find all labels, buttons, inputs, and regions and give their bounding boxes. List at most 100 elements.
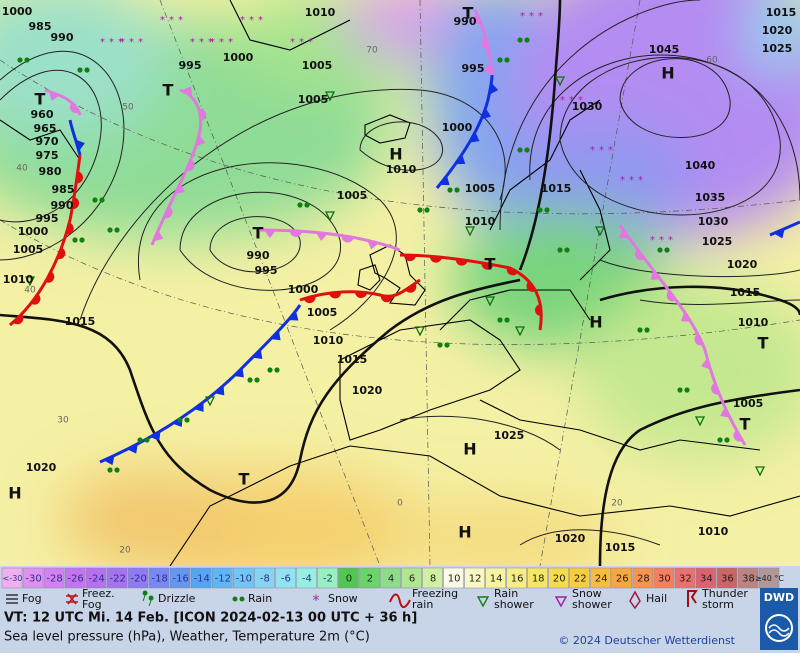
symbol-label: Fog xyxy=(22,592,42,605)
front-symbol xyxy=(153,230,164,242)
warm-bump xyxy=(199,108,207,121)
isobar-label: 1010 xyxy=(3,273,34,286)
front-symbol xyxy=(471,13,482,25)
rain-dot xyxy=(517,37,523,43)
front-symbol xyxy=(469,131,480,143)
rain-dot xyxy=(454,187,460,193)
cold-tooth xyxy=(153,230,164,242)
front-symbol xyxy=(429,256,442,263)
pressure-center: T xyxy=(253,224,264,243)
isobar-label: 1030 xyxy=(572,100,603,113)
scale-cell xyxy=(169,567,191,589)
snow-symbol: * xyxy=(249,15,254,26)
scale-label: ≥40 °C xyxy=(755,574,784,583)
isotherm-label: 20 xyxy=(611,499,623,509)
scale-cell xyxy=(43,567,65,589)
front-symbol xyxy=(315,232,328,241)
isobar-label: 990 xyxy=(247,249,270,262)
symbol-item: Snow shower xyxy=(554,587,612,611)
rain-dot xyxy=(304,202,310,208)
weather-symbols: * * ** * * * * ** * ** * ** * * * * ** * ** * ** * ** * ** * * xyxy=(17,11,766,477)
warm-bump xyxy=(355,291,368,299)
snow-symbol: * xyxy=(620,175,625,186)
cold-tooth xyxy=(175,183,185,195)
scale-label: 0 xyxy=(346,574,352,585)
scale-label: -10 xyxy=(236,574,252,585)
isotherm-label: 20 xyxy=(119,546,131,556)
rain-dot xyxy=(92,197,98,203)
cold-tooth xyxy=(315,232,328,241)
scale-label: 24 xyxy=(595,574,608,585)
snow-symbol: * xyxy=(569,95,574,106)
scale-cell xyxy=(464,567,485,589)
scale-label: 4 xyxy=(388,574,394,585)
symbol-label: Rain xyxy=(248,592,272,605)
isobar-label: 1010 xyxy=(738,316,769,329)
symbol-item: Freezing rain xyxy=(389,587,458,611)
rain-dot xyxy=(424,207,430,213)
cold-tooth xyxy=(288,310,299,321)
map-labels: 1000985990960965970975980985990995100010… xyxy=(2,4,797,556)
scale-label: -22 xyxy=(109,574,125,585)
rain-dot xyxy=(524,147,530,153)
front-symbol xyxy=(773,228,785,239)
scale-cell xyxy=(653,567,675,589)
front-symbol xyxy=(329,291,342,299)
front-symbol xyxy=(127,443,138,454)
rain-dot xyxy=(417,207,423,213)
warm-bump xyxy=(163,206,173,219)
isobar-label: 1030 xyxy=(698,215,729,228)
warm-bump xyxy=(666,290,677,302)
warm-bump xyxy=(405,283,417,293)
symbol-label: Snow xyxy=(328,592,358,605)
rain-dot xyxy=(517,147,523,153)
cold-tooth xyxy=(48,91,61,101)
snow-icon: * xyxy=(313,593,320,609)
front-symbol xyxy=(193,401,204,412)
hail-icon xyxy=(629,590,641,610)
isotherm-label: 50 xyxy=(122,103,134,113)
rain-dot xyxy=(437,342,443,348)
scale-label: 6 xyxy=(409,574,415,585)
front-symbol xyxy=(48,91,61,101)
front-symbol xyxy=(233,367,244,378)
rain-dot xyxy=(497,317,503,323)
rain-shower-icon xyxy=(476,596,490,608)
symbol-label: Freezing rain xyxy=(412,587,458,611)
scale-label: 30 xyxy=(658,574,671,585)
snow-symbol: * xyxy=(538,11,543,22)
isobar-label: 1015 xyxy=(766,6,797,19)
valid-time: VT: 12 UTC Mi. 14 Feb. [ICON 2024-02-13 … xyxy=(4,611,417,626)
coastlines xyxy=(0,0,800,566)
isobar-label: 1020 xyxy=(26,461,57,474)
snow-symbol: * xyxy=(308,37,313,48)
front-symbol xyxy=(481,108,492,120)
rain-dot xyxy=(504,317,510,323)
isobar-label: 1010 xyxy=(305,6,336,19)
isobar-label: 1005 xyxy=(302,59,333,72)
rain-dot xyxy=(644,327,650,333)
snow-symbol: * xyxy=(169,15,174,26)
snow-symbol: * xyxy=(299,37,304,48)
cold-tooth xyxy=(455,154,466,165)
isobar-label: 1040 xyxy=(685,159,716,172)
shower-symbol xyxy=(324,91,336,102)
scale-cell xyxy=(22,567,44,589)
dwd-logo: DWD xyxy=(760,588,798,650)
scale-cell xyxy=(148,567,170,589)
snow-symbol: * xyxy=(650,235,655,246)
scale-cell xyxy=(275,567,296,589)
warm-bump xyxy=(694,333,703,346)
front-symbol xyxy=(264,229,276,239)
pressure-center: T xyxy=(740,415,751,434)
cold-tooth xyxy=(439,175,450,186)
snow-symbol: * xyxy=(208,37,213,48)
warm-bump xyxy=(429,256,442,263)
front-symbol xyxy=(57,247,66,260)
isobar-label: 975 xyxy=(36,149,59,162)
scale-cell xyxy=(548,567,569,589)
scale-label: 10 xyxy=(448,574,461,585)
scale-cell xyxy=(422,567,443,589)
scale-label: -20 xyxy=(131,574,147,585)
snow-symbol: * xyxy=(529,11,534,22)
